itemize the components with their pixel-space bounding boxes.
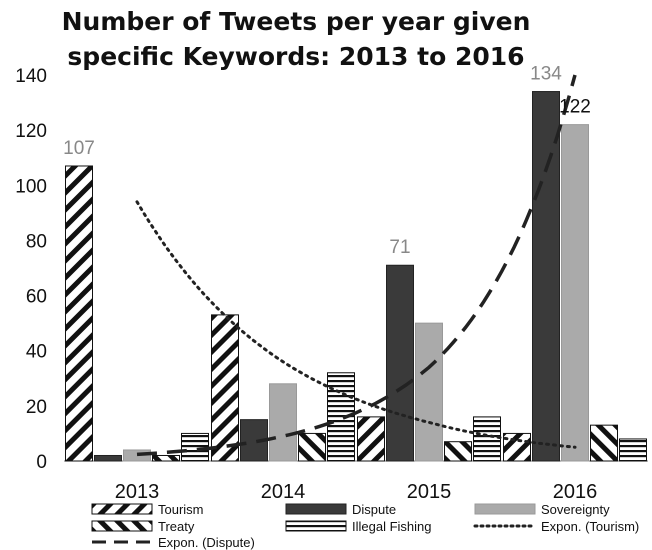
bar-treaty-2013 — [152, 454, 180, 462]
trendlines-group — [135, 74, 577, 457]
chart-title-line2: specific Keywords: 2013 to 2016 — [67, 42, 524, 71]
data-label: 122 — [559, 97, 591, 118]
bar-sovereignty-2014 — [269, 383, 297, 462]
bar-sovereignty-2015 — [415, 322, 443, 462]
chart-title-line1: Number of Tweets per year given — [62, 7, 531, 36]
bar-tourism-2015 — [357, 416, 385, 462]
x-tick-label: 2016 — [553, 481, 598, 503]
data-label: 134 — [530, 64, 562, 85]
legend-label-illegal-fishing: Illegal Fishing — [352, 519, 432, 534]
y-tick-label: 0 — [36, 452, 47, 473]
y-tick-label: 140 — [15, 66, 47, 87]
data-label: 107 — [63, 138, 95, 159]
legend-swatch-illegal-fishing — [285, 520, 347, 532]
legend-label-dispute: Dispute — [352, 502, 396, 517]
trendline-expon-dispute — [136, 74, 577, 457]
legend-label-expon-tourism: Expon. (Tourism) — [541, 519, 639, 534]
y-tick-label: 80 — [26, 231, 47, 252]
y-axis-ticks: 0 20 40 60 80 100 120 140 — [15, 66, 47, 473]
x-tick-label: 2014 — [261, 481, 306, 503]
bar-sovereignty-2013 — [123, 449, 151, 462]
x-axis-categories: 2013 2014 2015 2016 — [115, 481, 598, 503]
data-labels-group: 107 71 134 122 — [63, 64, 591, 259]
y-tick-label: 100 — [15, 176, 47, 197]
y-tick-label: 20 — [26, 397, 47, 418]
bar-illegal-fishing-2015 — [473, 416, 501, 462]
legend-label-treaty: Treaty — [158, 519, 195, 534]
bar-tourism-2014 — [211, 314, 239, 462]
legend-swatch-tourism — [91, 503, 153, 515]
legend-label-expon-dispute: Expon. (Dispute) — [158, 535, 255, 550]
bars-group — [65, 91, 647, 462]
legend-label-sovereignty: Sovereignty — [541, 502, 610, 517]
bar-dispute-2013 — [94, 454, 122, 462]
bar-sovereignty-2016 — [561, 124, 589, 462]
x-tick-label: 2013 — [115, 481, 160, 503]
bar-treaty-2014 — [298, 432, 326, 462]
bar-dispute-2016 — [532, 91, 560, 462]
data-label: 71 — [389, 237, 410, 258]
bar-treaty-2015 — [444, 441, 472, 462]
legend: Tourism Dispute Sovereignty Treaty Illegal F… — [91, 502, 639, 550]
y-tick-label: 60 — [26, 287, 47, 308]
bar-illegal-fishing-2016 — [619, 438, 647, 462]
legend-swatch-dispute — [285, 503, 347, 515]
legend-swatch-treaty — [91, 520, 153, 532]
legend-swatch-sovereignty — [474, 503, 536, 515]
y-tick-label: 120 — [15, 121, 47, 142]
x-tick-label: 2015 — [407, 481, 452, 503]
bar-treaty-2016 — [590, 424, 618, 462]
legend-label-tourism: Tourism — [158, 502, 204, 517]
y-tick-label: 40 — [26, 342, 47, 363]
bar-tourism-2013 — [65, 165, 93, 462]
trendline-expon-tourism — [135, 200, 577, 449]
bar-dispute-2015 — [386, 264, 414, 462]
